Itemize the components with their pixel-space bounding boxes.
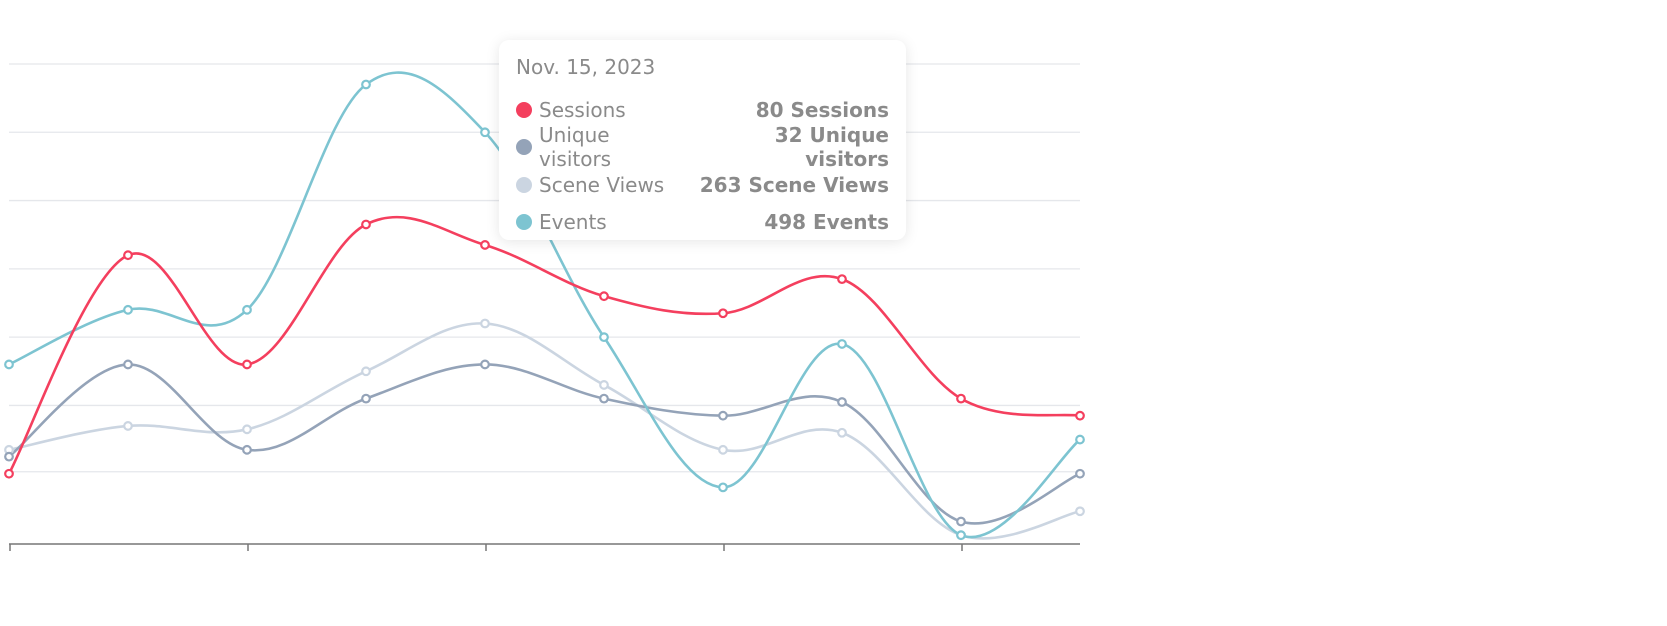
series-line-events xyxy=(8,71,1081,539)
data-point-scene-views[interactable] xyxy=(718,444,728,455)
series-line-sessions xyxy=(7,215,1081,475)
data-point-scene-views[interactable] xyxy=(599,380,609,390)
unique-visitors-legend-dot xyxy=(516,139,532,156)
series-points xyxy=(4,79,1085,541)
series-line-scene-views xyxy=(8,322,1081,540)
data-point-scene-views[interactable] xyxy=(361,366,371,377)
data-point-events[interactable] xyxy=(123,304,133,315)
tooltip-value: 32 Unique visitors xyxy=(774,123,889,172)
tooltip-value: 263 Scene Views xyxy=(699,172,889,197)
data-point-events[interactable] xyxy=(718,482,728,493)
tooltip-row-scene-views: Scene Views 263 Scene Views xyxy=(516,166,889,204)
data-point-events[interactable] xyxy=(361,79,371,90)
data-point-sessions[interactable] xyxy=(956,393,966,404)
data-point-events[interactable] xyxy=(4,359,14,370)
data-point-events[interactable] xyxy=(599,332,609,343)
tooltip-value: 80 Sessions xyxy=(755,97,889,122)
data-point-events[interactable] xyxy=(480,127,490,138)
data-point-events[interactable] xyxy=(1075,434,1085,445)
data-point-unique-visitors[interactable] xyxy=(480,359,490,370)
chart-tooltip: Nov. 15, 2023 Sessions 80 Sessions Uniqu… xyxy=(499,40,906,240)
data-point-scene-views[interactable] xyxy=(480,318,490,329)
data-point-scene-views[interactable] xyxy=(123,421,133,431)
series-lines xyxy=(7,71,1081,540)
scene-views-legend-dot xyxy=(516,176,532,193)
data-point-sessions[interactable] xyxy=(837,274,847,285)
tooltip-label: Scene Views xyxy=(539,172,665,197)
tooltip-row-sessions: Sessions 80 Sessions xyxy=(516,91,889,129)
data-point-sessions[interactable] xyxy=(1075,410,1085,421)
data-point-events[interactable] xyxy=(242,304,252,315)
data-point-events[interactable] xyxy=(956,530,966,541)
series-line-unique-visitors xyxy=(8,363,1081,525)
data-point-scene-views[interactable] xyxy=(837,427,847,438)
data-point-scene-views[interactable] xyxy=(1075,506,1085,517)
data-point-unique-visitors[interactable] xyxy=(956,516,966,527)
data-point-sessions[interactable] xyxy=(123,250,133,261)
data-point-unique-visitors[interactable] xyxy=(599,393,609,404)
x-axis xyxy=(9,543,1080,551)
tooltip-date: Nov. 15, 2023 xyxy=(516,55,656,79)
tooltip-label: Events xyxy=(539,210,607,235)
data-point-events[interactable] xyxy=(837,339,847,349)
tooltip-label: Unique visitors xyxy=(539,123,612,172)
data-point-sessions[interactable] xyxy=(599,291,609,302)
data-point-sessions[interactable] xyxy=(242,359,252,370)
data-point-scene-views[interactable] xyxy=(242,424,252,435)
tooltip-value: 498 Events xyxy=(764,210,889,235)
data-point-unique-visitors[interactable] xyxy=(361,393,371,404)
data-point-unique-visitors[interactable] xyxy=(837,397,847,407)
data-point-unique-visitors[interactable] xyxy=(1075,468,1085,479)
data-point-unique-visitors[interactable] xyxy=(123,359,133,370)
events-legend-dot xyxy=(516,214,532,231)
data-point-unique-visitors[interactable] xyxy=(4,451,14,462)
data-point-sessions[interactable] xyxy=(361,219,371,230)
data-point-sessions[interactable] xyxy=(480,240,490,250)
tooltip-row-events: Events 498 Events xyxy=(516,204,889,242)
data-point-unique-visitors[interactable] xyxy=(718,410,728,421)
tooltip-row-unique-visitors: Unique visitors 32 Unique visitors xyxy=(516,123,889,171)
tooltip-label: Sessions xyxy=(539,97,626,122)
data-point-sessions[interactable] xyxy=(718,308,728,319)
data-point-sessions[interactable] xyxy=(4,468,14,479)
data-point-unique-visitors[interactable] xyxy=(242,444,252,455)
sessions-legend-dot xyxy=(516,101,532,118)
